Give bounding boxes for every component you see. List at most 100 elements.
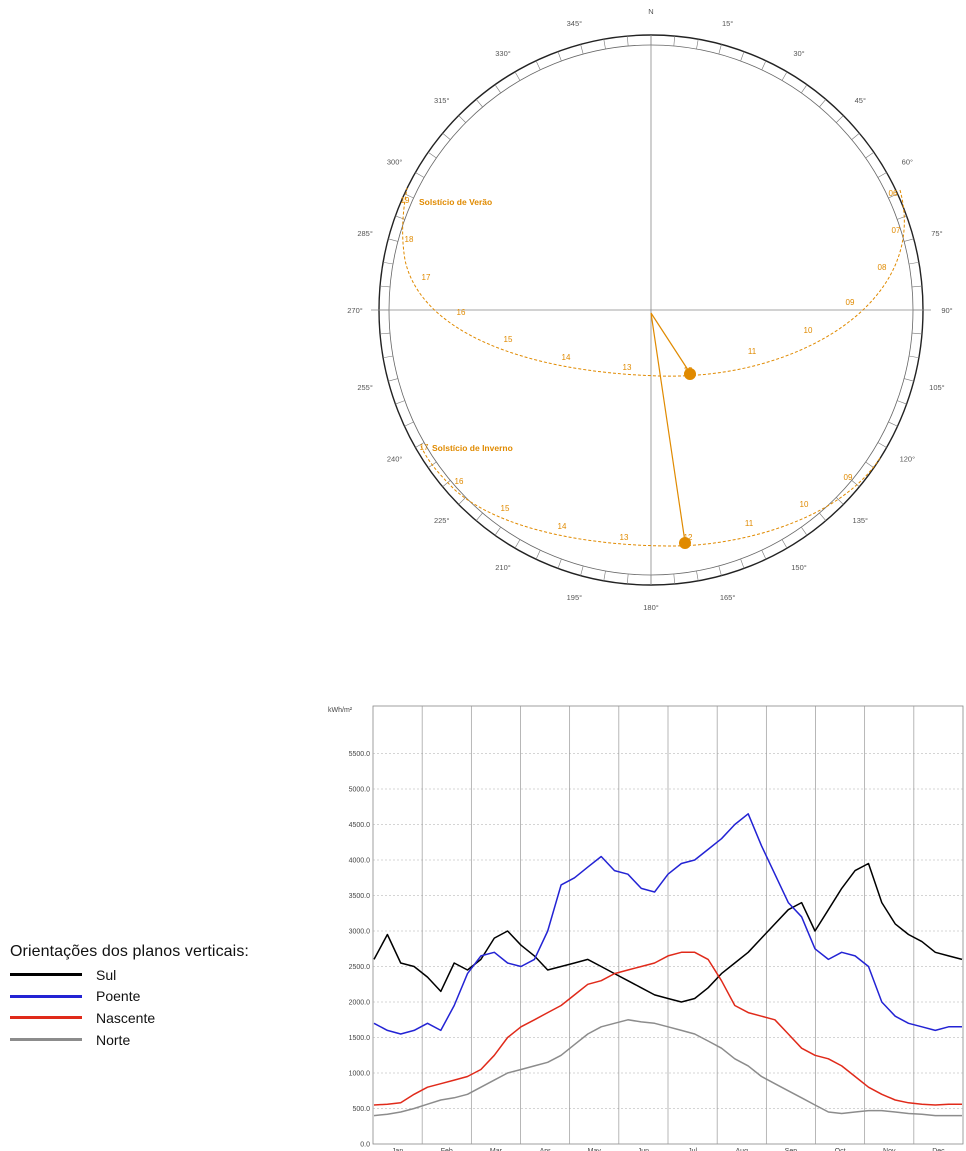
irradiation-line-chart: 0.0 500.0 1000.0 1500.0 2000.0 2500.0 3000.0 35… [328,705,964,1151]
azimuth-tick [761,550,767,560]
azimuth-tick [475,512,483,521]
azimuth-label: 105° [929,383,945,392]
azimuth-tick [740,51,745,62]
azimuth-tick [851,133,860,140]
x-tick-label: Oct [835,1148,846,1151]
azimuth-tick [673,573,676,584]
x-tick-label: Jan [392,1148,403,1151]
azimuth-tick [535,550,541,560]
y-tick-label: 2000.0 [349,1000,371,1007]
azimuth-tick [761,60,767,70]
legend-item-sul: Sul [10,964,310,986]
azimuth-tick [781,71,788,81]
azimuth-tick [801,526,808,536]
azimuth-tick [428,152,437,159]
winter-hour-label: 14 [558,522,567,531]
azimuth-label: 225° [434,516,450,525]
azimuth-tick [415,442,425,448]
azimuth-tick [442,480,451,487]
legend-swatch-norte [10,1038,82,1042]
winter-solstice-arc [420,445,881,547]
summer-hour-label: 16 [457,308,466,317]
azimuth-tick [911,285,922,288]
azimuth-tick [865,152,874,159]
azimuth-tick [781,539,788,549]
x-tick-label: Jun [638,1148,649,1151]
legend-title: Orientações dos planos verticais: [10,943,249,960]
azimuth-label: 210° [495,563,511,572]
azimuth-label: 120° [900,455,916,464]
azimuth-tick [888,421,898,427]
legend-label-norte: Norte [96,1031,131,1048]
azimuth-tick [603,39,606,50]
summer-hour-label: 15 [504,335,513,344]
y-tick-label: 0.0 [360,1142,370,1149]
azimuth-label: 165° [720,593,736,602]
azimuth-label: 255° [357,383,373,392]
series-line-nascente [373,951,962,1106]
y-tick-label: 3000.0 [349,929,371,936]
y-tick-label: 4000.0 [349,858,371,865]
azimuth-label: 45° [855,96,866,105]
azimuth-tick [897,400,907,405]
azimuth-label: 270° [347,306,363,315]
x-tick-label: Sep [785,1148,798,1151]
y-axis-label: kWh/m² [328,707,353,714]
legend-label-poente: Poente [96,988,141,1005]
azimuth-label: 180° [643,603,659,612]
legend-item-norte: Norte [10,1029,310,1051]
y-tick-label: 1000.0 [349,1071,371,1078]
azimuth-label: 75° [931,229,942,238]
winter-hour-label: 10 [800,500,809,509]
x-tick-label: Jul [688,1148,697,1151]
y-tick-label: 4500.0 [349,822,371,829]
azimuth-tick [514,71,521,81]
winter-noon-sun-marker [679,537,691,549]
azimuth-label: 135° [853,516,869,525]
y-tick-label: 1500.0 [349,1035,371,1042]
legend: Orientações dos planos verticais: Sul Po… [10,943,310,1143]
legend-swatch-nascente [10,1016,82,1020]
azimuth-tick [696,39,699,50]
azimuth-tick [580,565,584,576]
azimuth-tick [603,570,606,581]
summer-solstice-arc [402,187,905,377]
azimuth-label: 15° [722,19,733,28]
azimuth-tick [458,497,466,505]
azimuth-tick [475,99,483,108]
winter-hour-label: 09 [844,473,853,482]
azimuth-label: 90° [941,306,952,315]
azimuth-tick [458,115,466,123]
azimuth-label: 30° [793,49,804,58]
azimuth-tick [819,512,827,521]
summer-hour-label: 06 [889,189,898,198]
summer-hour-label: 10 [804,326,813,335]
legend-label-sul: Sul [96,966,117,983]
x-tick-label: Nov [883,1148,896,1151]
legend-item-poente: Poente [10,986,310,1008]
azimuth-tick [903,238,914,242]
azimuth-tick [580,44,584,55]
azimuth-tick [911,332,922,335]
azimuth-tick [903,378,914,382]
azimuth-label: 60° [902,158,913,167]
azimuth-tick [404,421,414,427]
azimuth-tick [380,285,391,288]
winter-hour-label: 11 [745,519,754,528]
sun-path-diagram: N 15° 30° 45° 60° 75° 90° 105° 120° 135° 150° 165° 1… [347,7,952,612]
summer-hour-label: 09 [846,298,855,307]
winter-hour-label: 13 [620,533,629,542]
azimuth-tick [897,215,907,220]
azimuth-tick [535,60,541,70]
summer-hour-label: 19 [401,196,410,205]
azimuth-tick [415,172,425,178]
x-tick-label: Mar [490,1148,503,1151]
azimuth-tick [718,44,722,55]
summer-hour-label: 17 [422,273,431,282]
x-tick-label: Dec [932,1148,945,1151]
x-tick-label: Aug [736,1148,749,1151]
azimuth-tick [557,558,562,569]
azimuth-label: 285° [357,229,373,238]
legend-swatch-poente [10,994,82,998]
summer-hour-label: 08 [878,263,887,272]
